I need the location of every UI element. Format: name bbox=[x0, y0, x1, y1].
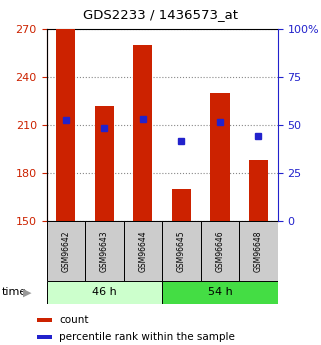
Text: GSM96645: GSM96645 bbox=[177, 230, 186, 272]
Bar bbox=[162, 281, 278, 304]
Text: time: time bbox=[2, 287, 27, 297]
Bar bbox=[124, 221, 162, 281]
Bar bbox=[210, 93, 230, 221]
Bar bbox=[239, 221, 278, 281]
Text: GDS2233 / 1436573_at: GDS2233 / 1436573_at bbox=[83, 8, 238, 21]
Bar bbox=[56, 29, 75, 221]
Bar bbox=[95, 106, 114, 221]
Text: GSM96644: GSM96644 bbox=[138, 230, 147, 272]
Bar bbox=[37, 335, 52, 339]
Bar bbox=[249, 160, 268, 221]
Text: GSM96643: GSM96643 bbox=[100, 230, 109, 272]
Text: ▶: ▶ bbox=[23, 287, 32, 297]
Text: GSM96646: GSM96646 bbox=[215, 230, 224, 272]
Bar bbox=[47, 221, 85, 281]
Text: count: count bbox=[59, 315, 89, 325]
Bar bbox=[172, 189, 191, 221]
Bar bbox=[133, 45, 152, 221]
Bar bbox=[47, 281, 162, 304]
Text: GSM96642: GSM96642 bbox=[61, 230, 70, 272]
Bar bbox=[201, 221, 239, 281]
Text: GSM96648: GSM96648 bbox=[254, 230, 263, 272]
Text: percentile rank within the sample: percentile rank within the sample bbox=[59, 332, 235, 342]
Text: 46 h: 46 h bbox=[92, 287, 117, 297]
Bar bbox=[85, 221, 124, 281]
Text: 54 h: 54 h bbox=[207, 287, 232, 297]
Bar bbox=[37, 318, 52, 322]
Bar bbox=[162, 221, 201, 281]
